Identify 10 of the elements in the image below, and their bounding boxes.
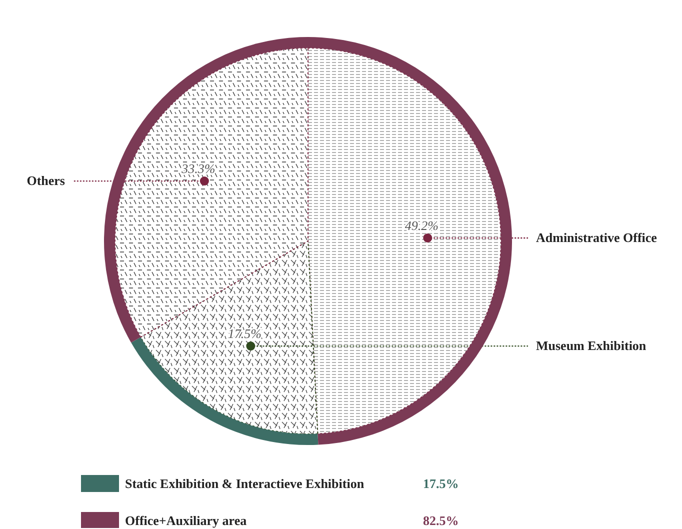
data-label: 49.2% (404, 218, 439, 233)
slice-label: Others (26, 173, 65, 188)
slice-label: Administrative Office (536, 230, 658, 245)
legend-label: Office+Auxiliary area (125, 513, 248, 528)
data-label: 82.5% (423, 513, 459, 528)
slice-label: Museum Exhibition (536, 338, 647, 354)
data-label: 17.5% (423, 476, 459, 491)
legend-label: Static Exhibition & Interactieve Exhibition (125, 476, 365, 491)
donut-slice (104, 37, 512, 445)
donut-slice (131, 337, 318, 445)
